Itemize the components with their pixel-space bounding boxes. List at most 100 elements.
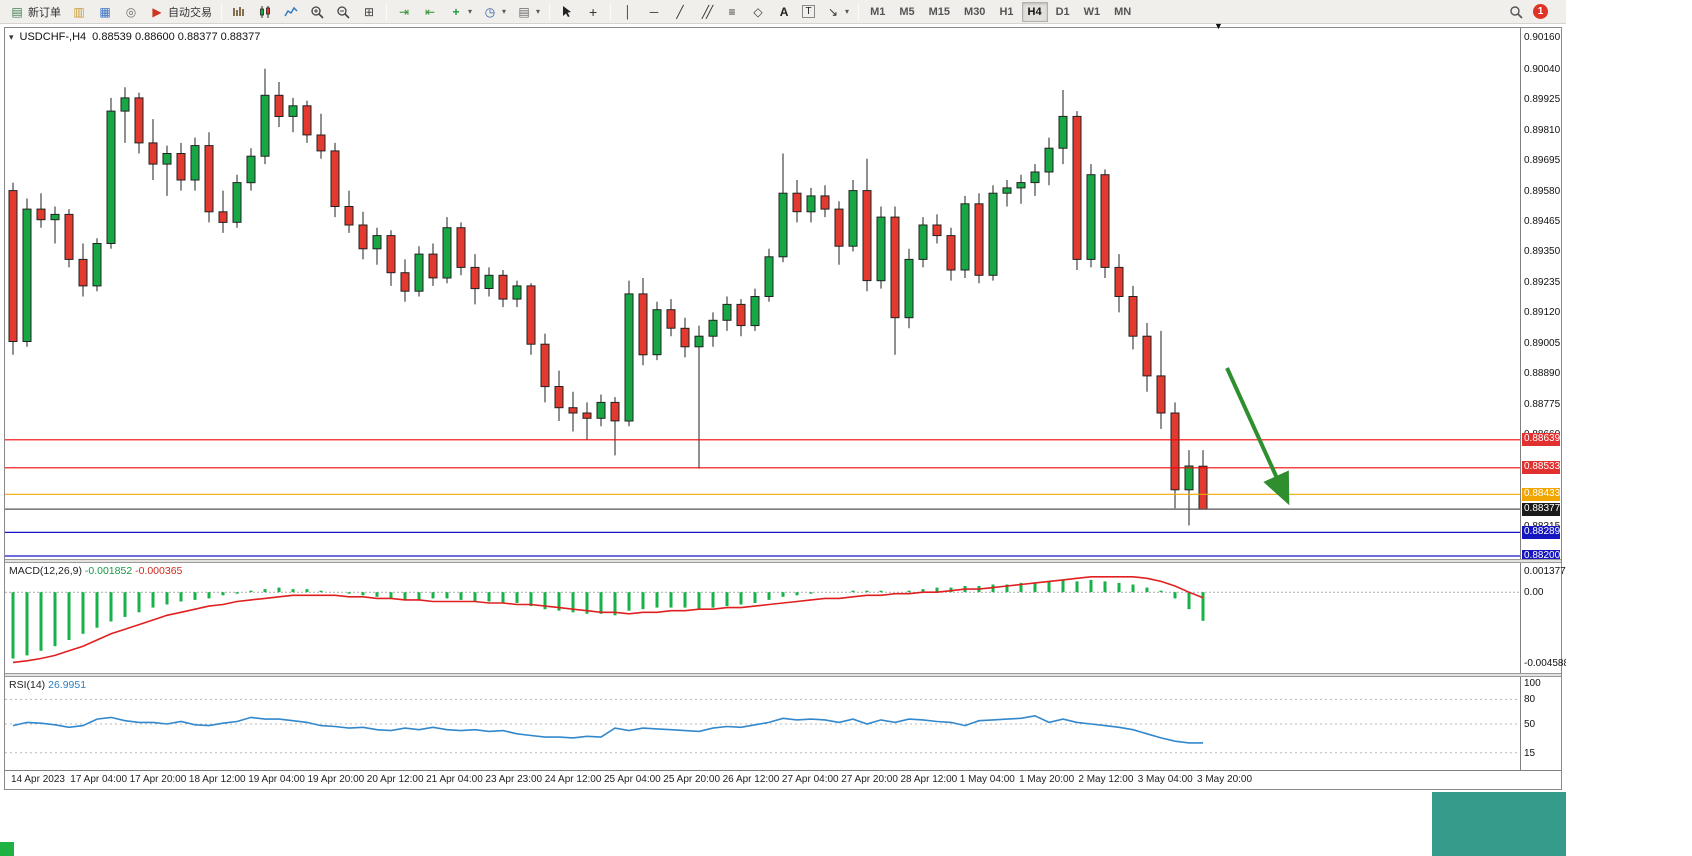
- macd-panel[interactable]: MACD(12,26,9) -0.001852 -0.000365: [5, 563, 1520, 673]
- trendline-tool-button[interactable]: ╱: [668, 2, 692, 22]
- price-tag: 0.88533: [1522, 461, 1561, 475]
- rsi-tick: 50: [1524, 719, 1536, 730]
- time-label: 19 Apr 04:00: [248, 774, 305, 785]
- time-label: 1 May 04:00: [959, 774, 1015, 785]
- label-tool-button[interactable]: T: [798, 2, 819, 22]
- bar-chart-mode-button[interactable]: [227, 2, 251, 22]
- timeframe-m1-button[interactable]: M1: [864, 2, 891, 22]
- price-tick: 0.89925: [1524, 94, 1561, 106]
- new-order-icon: ▤: [11, 4, 23, 19]
- rsi-name: RSI(14): [9, 679, 46, 691]
- notification-badge[interactable]: 1: [1533, 4, 1548, 19]
- green-square: [0, 842, 14, 856]
- time-label: 18 Apr 12:00: [188, 774, 246, 785]
- zoom-out-icon: [335, 4, 351, 20]
- text-tool-button[interactable]: A: [772, 2, 796, 22]
- chart-window: ▾ USDCHF-,H4 0.88539 0.88600 0.88377 0.8…: [4, 27, 1566, 790]
- candlestick-mode-button[interactable]: [253, 2, 277, 22]
- panel-splitter[interactable]: [5, 673, 1561, 677]
- candlestick-icon: [257, 4, 273, 20]
- chart-shift-button[interactable]: ⇤: [418, 2, 442, 22]
- collapse-icon[interactable]: ▾: [9, 31, 14, 42]
- time-label: 28 Apr 12:00: [900, 774, 958, 785]
- toolbar-separator: [386, 2, 387, 21]
- navigator-button[interactable]: ◎: [119, 2, 143, 22]
- macd-axis: 0.001377 0.00 -0.004588: [1520, 563, 1566, 673]
- indicators-plus-icon: +: [452, 4, 460, 19]
- chart-ohlc-values: 0.88539 0.88600 0.88377 0.88377: [92, 31, 261, 43]
- autotrading-icon: ▶: [152, 4, 162, 19]
- rsi-chart-svg: [5, 698, 1520, 754]
- time-label: 14 Apr 2023: [11, 774, 65, 785]
- fibonacci-tool-button[interactable]: ≡: [720, 2, 744, 22]
- price-tag: 0.88639: [1522, 433, 1561, 447]
- timeframe-h1-button[interactable]: H1: [993, 2, 1019, 22]
- indicators-button[interactable]: + ▾: [444, 2, 476, 22]
- timeframe-m5-button[interactable]: M5: [893, 2, 920, 22]
- rsi-tick: 15: [1524, 747, 1536, 759]
- macd-name: MACD(12,26,9): [9, 565, 82, 577]
- zoom-in-icon: [309, 4, 325, 20]
- autotrading-button[interactable]: ▶ 自动交易: [145, 2, 216, 22]
- time-label: 23 Apr 23:00: [485, 774, 543, 785]
- price-tick: 0.89465: [1524, 216, 1561, 228]
- tile-windows-icon: ⊞: [363, 4, 375, 19]
- data-window-button[interactable]: ▦: [93, 2, 117, 22]
- vertical-line-tool-button[interactable]: │: [616, 2, 640, 22]
- timeframe-h4-button[interactable]: H4: [1021, 1, 1048, 22]
- template-icon: ▤: [518, 4, 530, 19]
- chevron-down-icon: ▾: [468, 7, 473, 16]
- price-tick: 0.89350: [1524, 246, 1561, 258]
- panel-splitter[interactable]: [5, 559, 1561, 563]
- timeframe-m15-button[interactable]: M15: [923, 2, 956, 22]
- auto-scroll-button[interactable]: ⇥: [392, 2, 416, 22]
- price-tick: 0.90160: [1524, 32, 1561, 43]
- price-tag: 0.88433: [1522, 487, 1561, 501]
- shapes-tool-button[interactable]: ◇: [746, 2, 770, 22]
- timeframe-mn-button[interactable]: MN: [1108, 2, 1137, 22]
- timeframe-w1-button[interactable]: W1: [1078, 2, 1107, 22]
- time-label: 26 Apr 12:00: [722, 774, 780, 785]
- new-order-button[interactable]: ▤ 新订单: [5, 2, 65, 22]
- price-tick: 0.89235: [1524, 276, 1561, 288]
- charts-button[interactable]: ▥: [67, 2, 91, 22]
- time-label: 3 May 04:00: [1137, 774, 1193, 785]
- arrow-tool-icon: ↘: [828, 4, 839, 19]
- macd-main-value: -0.001852: [84, 565, 133, 577]
- horizontal-line-tool-button[interactable]: ─: [642, 2, 666, 22]
- timeframe-d1-button[interactable]: D1: [1050, 2, 1076, 22]
- time-label: 21 Apr 04:00: [426, 774, 483, 785]
- price-tick: 0.89695: [1524, 155, 1561, 167]
- price-tick: 0.90040: [1524, 63, 1561, 75]
- tile-windows-button[interactable]: ⊞: [357, 2, 381, 22]
- search-button[interactable]: [1504, 2, 1528, 22]
- rsi-panel[interactable]: RSI(14) 26.9951: [5, 677, 1520, 770]
- price-tick: 0.89810: [1524, 124, 1561, 136]
- main-chart[interactable]: ▾ USDCHF-,H4 0.88539 0.88600 0.88377 0.8…: [5, 28, 1520, 559]
- time-axis[interactable]: 14 Apr 2023 17 Apr 04:00 17 Apr 20:00 18 Ap…: [5, 770, 1561, 789]
- teal-block: [1432, 792, 1566, 856]
- cursor-tool-button[interactable]: [555, 2, 579, 22]
- price-axis: 0.90160 0.90040 0.89925 0.89810 0.89695 0.895…: [1520, 28, 1561, 563]
- zoom-out-button[interactable]: [331, 2, 355, 22]
- symbol-marker-icon: ▼: [1214, 21, 1223, 31]
- toolbar-separator: [221, 2, 222, 21]
- chevron-down-icon: ▾: [845, 7, 850, 16]
- text-tool-icon: A: [779, 4, 789, 19]
- fibonacci-icon: ≡: [728, 4, 736, 19]
- channel-tool-button[interactable]: ╱╱: [694, 2, 718, 22]
- periods-button[interactable]: ◷ ▾: [478, 2, 510, 22]
- templates-button[interactable]: ▤ ▾: [512, 2, 544, 22]
- price-tick: 0.88890: [1524, 368, 1561, 380]
- time-label: 3 May 20:00: [1197, 774, 1253, 785]
- macd-label: MACD(12,26,9) -0.001852 -0.000365: [9, 565, 182, 577]
- line-chart-mode-button[interactable]: [279, 2, 303, 22]
- timeframe-m30-button[interactable]: M30: [958, 2, 991, 22]
- rsi-tick: 100: [1524, 678, 1541, 689]
- macd-tick: -0.004588: [1524, 657, 1566, 669]
- arrows-tool-button[interactable]: ↘ ▾: [821, 2, 853, 22]
- zoom-in-button[interactable]: [305, 2, 329, 22]
- crosshair-tool-button[interactable]: +: [581, 2, 605, 22]
- shapes-icon: ◇: [753, 4, 763, 19]
- clock-icon: ◷: [484, 4, 496, 19]
